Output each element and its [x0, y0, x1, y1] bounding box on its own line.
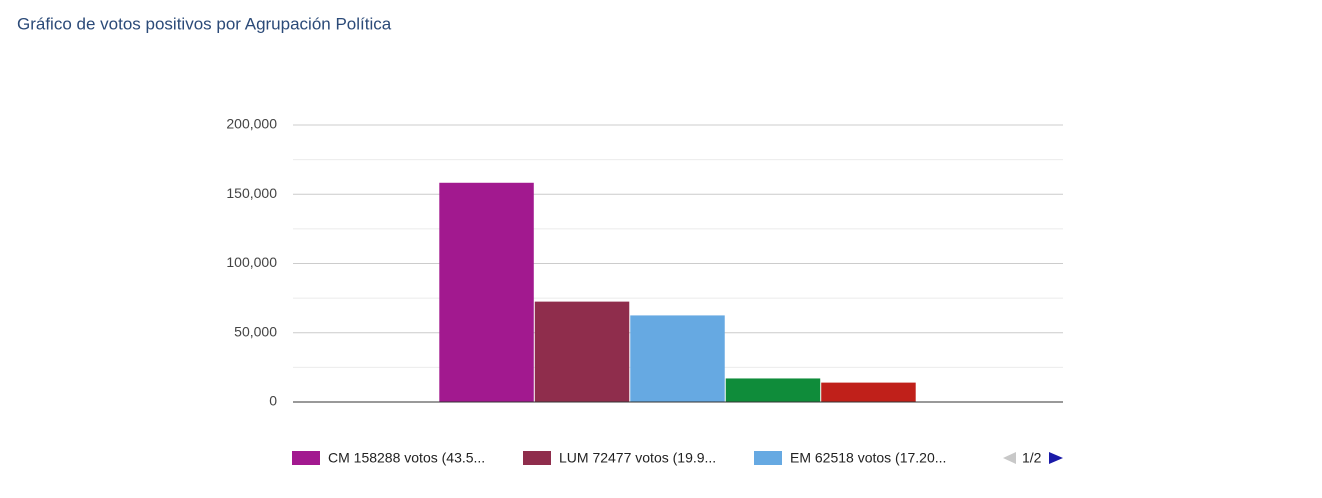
y-tick-label: 150,000 — [226, 185, 277, 201]
bar — [534, 301, 630, 402]
bar — [725, 378, 821, 402]
bar — [439, 182, 534, 402]
legend-label: LUM 72477 votos (19.9... — [559, 450, 716, 466]
chart-title: Gráfico de votos positivos por Agrupació… — [17, 14, 392, 33]
y-tick-label: 0 — [269, 393, 277, 409]
y-tick-label: 100,000 — [226, 254, 277, 270]
legend-page: 1/2 — [1022, 450, 1042, 466]
legend-swatch — [292, 451, 320, 465]
legend-prev[interactable] — [1003, 452, 1016, 464]
legend-label: CM 158288 votos (43.5... — [328, 450, 485, 466]
legend-label: EM 62518 votos (17.20... — [790, 450, 946, 466]
y-tick-label: 50,000 — [234, 323, 277, 339]
legend-next[interactable] — [1049, 452, 1063, 464]
legend-swatch — [523, 451, 551, 465]
bar — [821, 382, 916, 402]
y-tick-label: 200,000 — [226, 116, 277, 132]
legend-swatch — [754, 451, 782, 465]
bar — [630, 315, 725, 402]
